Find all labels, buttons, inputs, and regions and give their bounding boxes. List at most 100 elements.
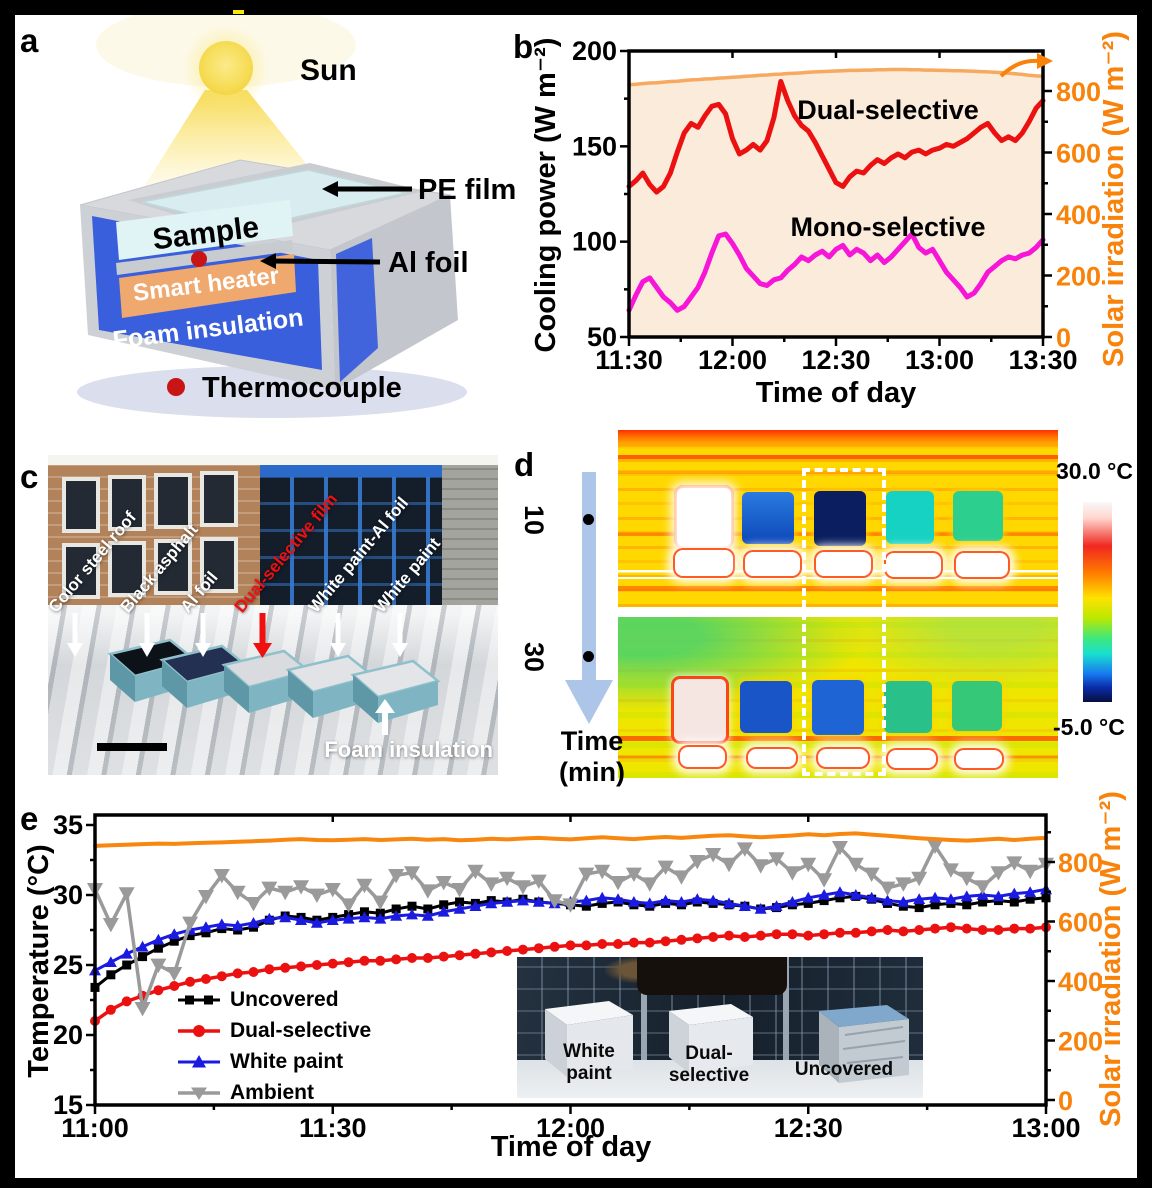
smart-heater-slab	[119, 254, 296, 318]
chart-panel-b: 11:30 12:00 12:30 13:00 13:30 50 100 150 200 0 200…	[572, 36, 1101, 375]
uncovered-foil-box	[819, 1005, 909, 1083]
building-window	[200, 471, 238, 527]
legend-row-dual: Dual-selective	[176, 1015, 371, 1046]
thermal-hot-blob	[886, 748, 938, 770]
thermocouple-dot	[191, 251, 207, 267]
panel-label-c: c	[20, 458, 39, 495]
e-x-axis-title: Time of day	[490, 1131, 652, 1163]
legend-label-ambient: Ambient	[230, 1080, 314, 1104]
white-paint-box	[545, 1001, 633, 1077]
dual-selective-box	[669, 1004, 753, 1073]
svg-text:200: 200	[1056, 262, 1101, 292]
panel-label-a: a	[20, 22, 39, 59]
thermal-colorbar	[1083, 502, 1112, 702]
legend-label-white-paint: White paint	[230, 1049, 344, 1073]
svg-text:600: 600	[1056, 139, 1101, 169]
thermocouple-label: Thermocouple	[202, 372, 402, 404]
thermal-image-30min	[618, 617, 1058, 778]
svg-text:12:30: 12:30	[801, 345, 870, 375]
svg-text:400: 400	[1058, 967, 1103, 997]
thermal-sample-color-steel	[677, 488, 731, 546]
thermal-hot-blob	[954, 551, 1010, 579]
label-foam-insulation: Foam insulation	[324, 737, 493, 762]
svg-text:13:00: 13:00	[1011, 1113, 1080, 1143]
svg-text:12:30: 12:30	[774, 1113, 843, 1143]
legend-row-ambient: Ambient	[176, 1077, 371, 1108]
time-dot-10	[583, 514, 594, 525]
legend-label-dual: Dual-selective	[230, 1018, 372, 1042]
series-solar-irradiation	[93, 831, 1048, 848]
chart-panel-e: 11:00 11:30 12:00 12:30 13:00 15 20 25 30 35 0 200 4…	[53, 810, 1103, 1143]
inset-label-uncovered: Uncovered	[794, 1059, 894, 1080]
svg-text:15: 15	[53, 1090, 83, 1120]
series-ambient	[87, 839, 1054, 1017]
thermal-hot-blob	[746, 747, 798, 769]
al-foil-arrowhead	[260, 253, 276, 269]
svg-text:13:00: 13:00	[905, 345, 974, 375]
white-paint-marker-icon	[178, 1054, 220, 1067]
thermal-sample-white-paint	[953, 491, 1003, 541]
debris-strip	[637, 957, 787, 995]
svg-text:12:00: 12:00	[698, 345, 767, 375]
dashed-highlight-box	[802, 468, 886, 776]
thermal-hot-blob	[954, 748, 1004, 770]
b-right-axis-title: Solar irradiation (W m⁻²)	[1098, 31, 1130, 367]
svg-text:400: 400	[1056, 200, 1101, 230]
inset-label-dual-selective: Dual- selective	[668, 1043, 750, 1086]
time-arrow-head	[565, 680, 613, 724]
svg-text:11:30: 11:30	[299, 1113, 367, 1143]
thermal-sample-wp-alfoil	[886, 491, 934, 544]
building-window	[62, 543, 100, 599]
panel-label-e: e	[20, 800, 39, 837]
test-boxes	[545, 1001, 909, 1083]
thermal-image-10min	[618, 430, 1058, 607]
svg-text:50: 50	[587, 322, 617, 352]
thermal-hot-blob	[814, 550, 873, 578]
time-tick-30: 30	[519, 641, 550, 673]
building-window	[154, 473, 192, 529]
gray-wall	[442, 465, 498, 610]
time-axis-label: Time	[560, 726, 624, 756]
panel-a-diagram: Sun Sample Smart heater Foam insulation …	[77, 15, 515, 418]
foam-up-arrow	[375, 699, 395, 735]
al-foil-arrow-line	[269, 258, 381, 265]
thermal-sample-color-steel	[674, 679, 726, 741]
ambient-marker-icon	[178, 1087, 220, 1100]
series-dual-selective	[626, 79, 1046, 195]
legend-label-uncovered: Uncovered	[230, 987, 339, 1011]
outdoor-test-photo: White paint Dual- selective Uncovered	[517, 957, 923, 1098]
thermal-hot-blob	[884, 551, 943, 579]
svg-text:800: 800	[1058, 848, 1103, 878]
time-axis-unit: (min)	[559, 757, 625, 787]
svg-text:11:30: 11:30	[595, 345, 663, 375]
building-window	[200, 537, 238, 593]
svg-text:30: 30	[53, 880, 83, 910]
thermal-hot-blob	[678, 745, 727, 769]
b-left-axis-title: Cooling power (W m⁻²)	[530, 37, 562, 353]
colorbar-max-label: 30.0 °C	[1056, 458, 1133, 484]
photo-sky	[48, 455, 498, 467]
svg-text:20: 20	[53, 1020, 83, 1050]
svg-text:0: 0	[1058, 1086, 1073, 1116]
al-foil-label: Al foil	[388, 247, 469, 279]
time-dot-30	[583, 651, 594, 662]
colorbar-min-label: -5.0 °C	[1053, 714, 1125, 740]
right-axis-arrow-icon	[1037, 53, 1053, 69]
svg-text:13:30: 13:30	[1008, 345, 1077, 375]
svg-text:200: 200	[572, 36, 617, 66]
mono-selective-annotation: Mono-selective	[790, 212, 986, 242]
svg-text:800: 800	[1056, 77, 1101, 107]
thermal-hot-blob	[816, 747, 870, 769]
legend-row-uncovered: Uncovered	[176, 984, 371, 1015]
construction-site	[260, 465, 442, 610]
e-left-axis-title: Temperature (°C)	[23, 844, 55, 1078]
svg-text:100: 100	[572, 227, 617, 257]
building-window	[108, 475, 146, 531]
thermal-sample-dual-selective	[814, 491, 866, 546]
foam-right-band	[336, 238, 378, 382]
thermal-hot-blob	[673, 548, 735, 578]
pe-film-label: PE film	[418, 174, 515, 206]
e-right-axis-title: Solar irradiation (W m⁻²)	[1095, 791, 1127, 1127]
